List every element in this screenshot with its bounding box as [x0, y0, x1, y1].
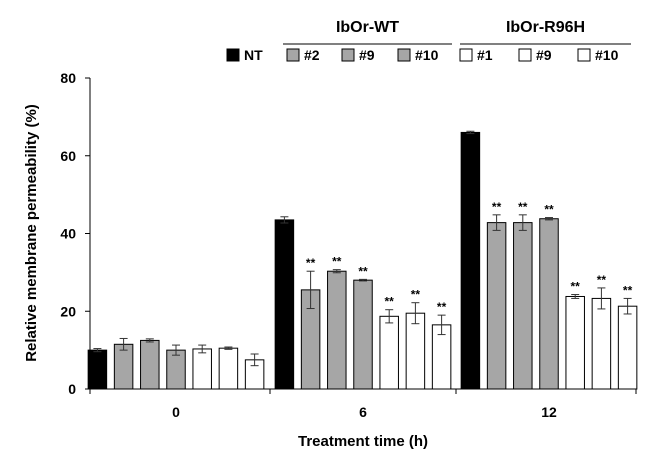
bar [486, 222, 507, 390]
bar [460, 131, 481, 390]
bar [140, 339, 160, 390]
tick-labels: 0 20 40 60 80 0 6 12 [60, 70, 557, 420]
bar [327, 270, 347, 390]
legend-swatch [226, 48, 240, 62]
y-axis-title: Relative membrane permeability (%) [23, 104, 40, 362]
axes [85, 77, 637, 394]
significance-label: ** [358, 264, 368, 278]
bar [218, 347, 239, 390]
bar [192, 348, 212, 390]
bar [591, 297, 612, 390]
legend-group-label: IbOr-R96H [506, 19, 585, 36]
bar [513, 222, 533, 390]
bar [87, 349, 108, 390]
legend-swatch [577, 48, 591, 62]
significance-label: ** [623, 283, 633, 297]
significance-label: ** [492, 200, 502, 214]
y-tick-label: 0 [68, 381, 76, 397]
legend-label: #10 [595, 47, 619, 63]
significance-label: ** [306, 256, 316, 270]
legend-label: NT [244, 47, 263, 63]
bar [565, 295, 585, 390]
significance-label: ** [597, 273, 607, 287]
legend-label: #9 [536, 47, 552, 63]
legend-label: #1 [477, 47, 493, 63]
x-tick-label: 0 [172, 404, 180, 420]
significance-label: ** [437, 300, 447, 314]
significance-label: ** [544, 203, 554, 217]
legend-label: #2 [304, 47, 320, 63]
x-axis-title: Treatment time (h) [298, 433, 428, 450]
significance-label: ** [411, 288, 421, 302]
bar [405, 312, 426, 390]
bar [274, 219, 295, 390]
legend: NT #2 #9 #10 #1 #9 #10 IbOr-WT IbOr-R96H [226, 19, 631, 63]
bar [539, 218, 559, 390]
significance-label: ** [385, 295, 395, 309]
legend-label: #10 [415, 47, 439, 63]
significance-label: ** [571, 280, 581, 294]
bar [353, 279, 373, 390]
legend-group-label: IbOr-WT [336, 19, 399, 36]
y-tick-label: 40 [60, 226, 76, 242]
legend-swatch [397, 48, 411, 62]
legend-swatch [459, 48, 473, 62]
y-tick-label: 80 [60, 70, 76, 86]
x-tick-label: 12 [541, 404, 557, 420]
y-tick-label: 60 [60, 148, 76, 164]
bars: ** ** ** ** ** ** ** ** ** ** ** ** [87, 130, 638, 390]
significance-label: ** [518, 200, 528, 214]
legend-swatch [518, 48, 532, 62]
legend-label: #9 [359, 47, 375, 63]
y-tick-label: 20 [60, 303, 76, 319]
x-tick-label: 6 [359, 404, 367, 420]
significance-label: ** [332, 255, 342, 269]
bar [379, 315, 399, 390]
bar [617, 305, 638, 390]
bar [113, 343, 134, 390]
legend-swatch [286, 48, 300, 62]
bar [166, 349, 186, 390]
legend-swatch [341, 48, 355, 62]
